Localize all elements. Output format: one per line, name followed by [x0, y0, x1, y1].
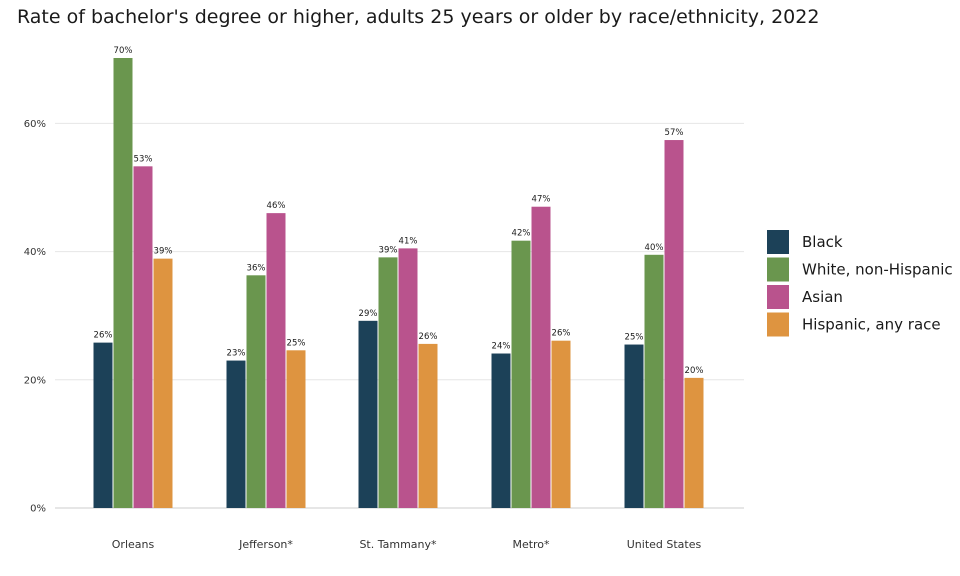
legend-entry: White, non-Hispanic — [802, 261, 953, 279]
x-tick-label: United States — [627, 538, 702, 551]
bar — [624, 344, 644, 508]
bar — [551, 340, 571, 508]
x-tick-label: Orleans — [112, 538, 155, 551]
bar — [286, 350, 306, 508]
data-label: 23% — [227, 349, 246, 359]
data-label: 47% — [532, 195, 551, 205]
bar — [378, 257, 398, 508]
legend-entry: Hispanic, any race — [802, 316, 941, 334]
bar — [531, 206, 551, 508]
bar — [398, 248, 418, 508]
data-label: 57% — [665, 128, 684, 138]
legend: Black White, non-Hispanic Asian Hispanic, a… — [767, 230, 953, 337]
bar — [644, 254, 664, 508]
data-label: 26% — [552, 329, 571, 339]
legend-swatch — [767, 257, 789, 282]
y-tick-label: 0% — [30, 504, 46, 515]
bar — [153, 258, 173, 508]
chart-title: Rate of bachelor's degree or higher, adu… — [17, 6, 820, 28]
bar — [511, 240, 531, 508]
y-tick-label: 40% — [24, 247, 46, 258]
x-axis: Orleans Jefferson* St. Tammany* Metro* Unite… — [112, 538, 702, 551]
y-tick-label: 20% — [24, 375, 46, 386]
data-label: 42% — [512, 229, 531, 239]
legend-swatch — [767, 230, 789, 254]
x-tick-label: Metro* — [512, 538, 550, 551]
data-label: 53% — [134, 154, 153, 164]
bar — [684, 377, 704, 508]
data-label: 26% — [419, 332, 438, 342]
legend-swatch — [767, 312, 789, 337]
x-tick-label: Jefferson* — [238, 538, 293, 551]
bar — [491, 353, 511, 508]
data-label: 39% — [154, 247, 173, 257]
data-label: 25% — [625, 333, 644, 343]
bar — [113, 58, 133, 508]
y-tick-label: 60% — [24, 119, 46, 130]
data-label: 46% — [267, 201, 286, 211]
bar — [226, 360, 246, 508]
bar — [358, 320, 378, 508]
data-label: 40% — [645, 243, 664, 253]
data-label: 36% — [247, 263, 266, 273]
legend-swatch — [767, 285, 789, 309]
legend-entry: Asian — [802, 288, 843, 306]
bar — [664, 140, 684, 509]
data-label: 29% — [359, 309, 378, 319]
data-label: 25% — [287, 338, 306, 348]
data-label: 70% — [114, 46, 133, 56]
legend-entry: Black — [802, 233, 843, 251]
bars — [93, 58, 704, 509]
data-labels: 26% 23% 29% 24% 25% 70% 36% 39% 42% 40% 53% 46% 41% 4… — [94, 46, 704, 376]
y-axis: 0% 20% 40% 60% — [24, 119, 46, 515]
bar — [246, 275, 266, 508]
bar — [133, 166, 153, 509]
data-label: 26% — [94, 331, 113, 341]
bar — [266, 213, 286, 508]
data-label: 39% — [379, 245, 398, 255]
data-label: 20% — [685, 366, 704, 376]
data-label: 24% — [492, 342, 511, 352]
bar — [418, 343, 438, 508]
data-label: 41% — [399, 236, 418, 246]
bar — [93, 342, 113, 508]
x-tick-label: St. Tammany* — [359, 538, 437, 551]
